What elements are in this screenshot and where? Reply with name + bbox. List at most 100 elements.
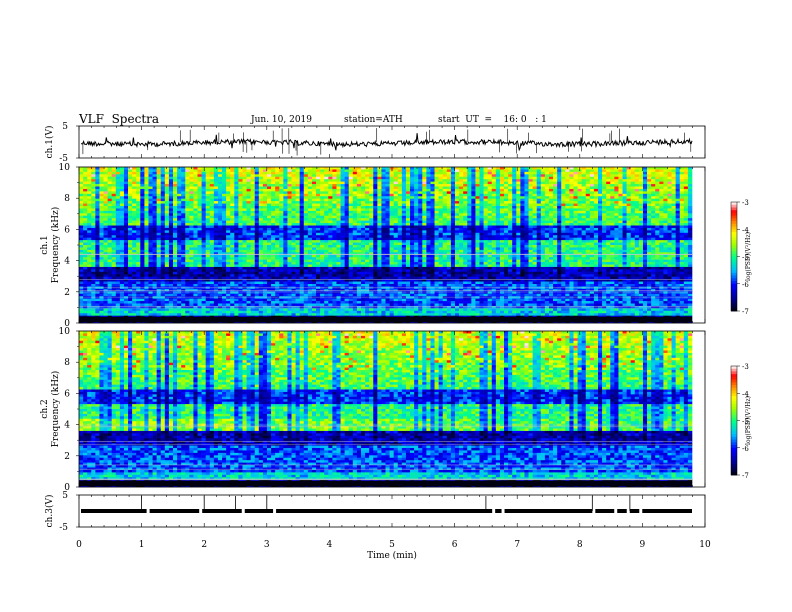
x-axis-label: Time (min) (367, 550, 417, 561)
ch2-spectrogram-colorbar-cell (731, 442, 737, 446)
ch1-spectrogram-colorbar-cell (731, 226, 737, 230)
ch1-spectrogram-ytick-label: 0 (64, 319, 70, 329)
station-label: station=ATH (344, 115, 403, 125)
ch2-spectrogram-colorbar-cell (731, 409, 737, 413)
ch2-freq-label: Frequency (kHz) (50, 371, 61, 448)
ch1-spectrogram-colorbar-cell (731, 210, 737, 214)
ch2-spectrogram (79, 331, 693, 488)
x-tick-label: 10 (699, 540, 711, 550)
ch2-spectrogram-colorbar-cell (731, 469, 737, 473)
ch3-waveform-gap (199, 508, 203, 514)
ch1-spectrogram-colorbar-cell (731, 283, 737, 287)
ch2-spectrogram-ytick-label: 8 (64, 358, 70, 368)
x-tick-label: 5 (389, 540, 395, 550)
ch1-spectrogram-colorbar-tick-label: -3 (742, 199, 749, 207)
ch3-waveform-gap (146, 508, 150, 514)
ch1-spectrogram-colorbar-cell (731, 300, 737, 304)
ch1-spectrogram-colorbar-cell (731, 221, 737, 225)
ch1-spectrogram-colorbar-cell (731, 248, 737, 252)
ch1-spectrogram-colorbar-cell (731, 229, 737, 233)
ch1-spectrogram-colorbar-cell (731, 261, 737, 266)
ch2-spectrogram-colorbar-cell (731, 382, 737, 386)
ch1-spectrogram-colorbar-label: log(PSD)(V²/Hz) (745, 232, 752, 281)
ch1-spectrogram-colorbar-cell (731, 251, 737, 255)
ch1-spectrogram-colorbar-tick-label: -4 (742, 226, 749, 234)
ch2-spectrogram-ytick-label: 0 (64, 483, 70, 493)
ch2-freq-channel-label: ch.2 (40, 399, 50, 418)
ch2-spectrogram-colorbar-cell (731, 398, 737, 402)
ch1-spectrogram-colorbar-cell (731, 289, 737, 293)
ch3-waveform-gap (241, 508, 245, 514)
ch2-spectrogram-colorbar-cell (731, 461, 737, 465)
ch2-spectrogram-colorbar-cell (731, 458, 737, 462)
x-tick-label: 6 (452, 540, 458, 550)
ch3-waveform-gap (592, 508, 596, 514)
ch1-spectrogram-ytick-label: 10 (59, 163, 71, 173)
ch1-spectrogram-colorbar-cell (731, 212, 737, 217)
ch2-spectrogram-colorbar-cell (731, 395, 737, 400)
ch2-spectrogram-colorbar-tick-label: -4 (742, 390, 749, 398)
ch1-freq-label: Frequency (kHz) (50, 207, 61, 284)
ch2-spectrogram-colorbar-cell (731, 401, 737, 405)
ch2-spectrogram-colorbar-cell (731, 415, 737, 419)
ch1-waveform-ytick-label: -5 (59, 154, 68, 164)
ch1-waveform-trace (80, 133, 693, 152)
ch2-spectrogram-colorbar-tick-label: -7 (742, 472, 749, 480)
ch3-waveform-ytick-label: 5 (62, 491, 68, 501)
ch2-spectrogram-colorbar-tick-label: -5 (742, 418, 749, 426)
ch1-spectrogram-colorbar-tick-label: -5 (742, 254, 749, 262)
ch2-spectrogram-colorbar-cell (731, 450, 737, 454)
x-tick-label: 1 (139, 540, 145, 550)
ch2-spectrogram-colorbar-cell (731, 425, 737, 430)
ch2-spectrogram-colorbar-cell (731, 376, 737, 381)
x-tick-label: 4 (327, 540, 333, 550)
x-tick-label: 8 (577, 540, 583, 550)
ch1-spectrogram-colorbar-cell (731, 272, 737, 276)
ch2-spectrogram-colorbar-cell (731, 428, 737, 432)
x-tick-label: 7 (514, 540, 520, 550)
ch1-waveform-ytick-label: 5 (62, 122, 68, 132)
ch1-spectrogram-colorbar-cell (731, 256, 737, 260)
ch1-spectrogram-colorbar-cell (731, 291, 737, 296)
ch2-spectrogram-ytick-label: 2 (64, 452, 70, 462)
ch1-spectrogram-colorbar-tick-label: -6 (742, 281, 749, 289)
ch1-spectrogram-colorbar-cell (731, 237, 737, 241)
ch1-spectrogram-colorbar-cell (731, 275, 737, 279)
ch1-spectrogram-ytick-label: 2 (64, 288, 70, 298)
ch1-spectrogram-colorbar-cell (731, 297, 737, 301)
ch1-spectrogram-colorbar-cell (731, 231, 737, 236)
ch1-spectrogram-ytick-label: 4 (64, 257, 70, 267)
ch1-spectrogram-ytick-label: 8 (64, 194, 70, 204)
ch3-waveform-ytick-label: -5 (59, 523, 68, 533)
ch2-spectrogram-colorbar-cell (731, 385, 737, 389)
x-tick-label: 9 (640, 540, 646, 550)
ch1-spectrogram-colorbar-cell (731, 215, 737, 219)
ch3-waveform-gap (273, 508, 277, 514)
ch1-spectrogram-colorbar-cell (731, 305, 737, 309)
ch1-spectrogram-colorbar-cell (731, 278, 737, 282)
ch2-spectrogram-colorbar-cell (731, 434, 737, 438)
chart-title: VLF Spectra (79, 112, 160, 126)
ch2-spectrogram-colorbar-cell (731, 455, 737, 460)
ch1-spectrogram-colorbar-cell (731, 202, 737, 206)
ch2-spectrogram-ytick-label: 6 (64, 389, 70, 399)
x-tick-label: 0 (76, 540, 82, 550)
ch2-spectrogram-colorbar-cell (731, 472, 737, 476)
ch1-spectrogram-colorbar-cell (731, 253, 737, 257)
ch3-waveform-gap (492, 508, 496, 514)
ch1-spectrogram-colorbar-tick-label: -7 (742, 308, 749, 316)
ch2-spectrogram-colorbar-cell (731, 445, 737, 449)
ch2-spectrogram-colorbar-cell (731, 464, 737, 468)
ch3-waveform-gap (501, 508, 505, 514)
ch1-spectrogram-colorbar-cell (731, 264, 737, 268)
ch2-spectrogram-colorbar-cell (731, 371, 737, 375)
ch3-waveform-gap (626, 508, 630, 514)
ch2-spectrogram-colorbar-cell (731, 423, 737, 427)
ch2-spectrogram-colorbar-cell (731, 453, 737, 457)
ch1-spectrogram-colorbar-cell (731, 234, 737, 238)
ch2-spectrogram-colorbar-cell (731, 436, 737, 440)
ch1-volt-label: ch.1(V) (44, 126, 55, 159)
ch1-spectrogram-colorbar-cell (731, 245, 737, 249)
start-time-label: start UT = 16: 0 : 1 (438, 115, 547, 125)
